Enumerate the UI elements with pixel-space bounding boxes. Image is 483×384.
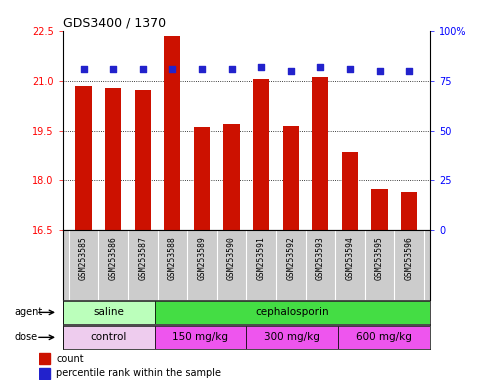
Text: GSM253595: GSM253595 bbox=[375, 236, 384, 280]
Text: GSM253593: GSM253593 bbox=[316, 236, 325, 280]
Text: GSM253589: GSM253589 bbox=[198, 236, 206, 280]
Point bbox=[287, 68, 295, 74]
FancyBboxPatch shape bbox=[246, 326, 338, 349]
Text: GSM253585: GSM253585 bbox=[79, 236, 88, 280]
Bar bbox=[164, 36, 181, 230]
Point bbox=[257, 64, 265, 70]
Bar bbox=[371, 189, 388, 230]
FancyBboxPatch shape bbox=[155, 301, 430, 324]
Text: GSM253588: GSM253588 bbox=[168, 236, 177, 280]
FancyBboxPatch shape bbox=[155, 326, 246, 349]
Point bbox=[169, 66, 176, 72]
Bar bbox=[39, 353, 50, 364]
Text: 150 mg/kg: 150 mg/kg bbox=[172, 332, 228, 343]
Point bbox=[376, 68, 384, 74]
Bar bbox=[283, 126, 299, 230]
Bar bbox=[39, 368, 50, 379]
Text: GSM253594: GSM253594 bbox=[345, 236, 355, 280]
FancyBboxPatch shape bbox=[63, 301, 155, 324]
Bar bbox=[194, 127, 210, 230]
Text: percentile rank within the sample: percentile rank within the sample bbox=[56, 368, 221, 378]
Bar bbox=[253, 79, 270, 230]
FancyBboxPatch shape bbox=[338, 326, 430, 349]
Text: dose: dose bbox=[14, 332, 38, 343]
Bar bbox=[342, 152, 358, 230]
Text: GDS3400 / 1370: GDS3400 / 1370 bbox=[63, 17, 166, 30]
Point bbox=[316, 64, 324, 70]
Text: cephalosporin: cephalosporin bbox=[256, 307, 329, 318]
Text: 300 mg/kg: 300 mg/kg bbox=[264, 332, 320, 343]
Text: GSM253592: GSM253592 bbox=[286, 236, 295, 280]
Point bbox=[80, 66, 87, 72]
FancyBboxPatch shape bbox=[63, 326, 155, 349]
Bar bbox=[312, 77, 328, 230]
Text: count: count bbox=[56, 354, 84, 364]
Point bbox=[227, 66, 235, 72]
Bar bbox=[401, 192, 417, 230]
Text: GSM253596: GSM253596 bbox=[405, 236, 413, 280]
Bar bbox=[105, 88, 121, 230]
Text: GSM253591: GSM253591 bbox=[256, 236, 266, 280]
Text: GSM253586: GSM253586 bbox=[109, 236, 118, 280]
Text: GSM253590: GSM253590 bbox=[227, 236, 236, 280]
Bar bbox=[75, 86, 92, 230]
Point bbox=[346, 66, 354, 72]
Text: 600 mg/kg: 600 mg/kg bbox=[356, 332, 412, 343]
Bar bbox=[135, 89, 151, 230]
Point bbox=[198, 66, 206, 72]
Text: saline: saline bbox=[93, 307, 124, 318]
Point bbox=[405, 68, 413, 74]
Point bbox=[139, 66, 146, 72]
Text: GSM253587: GSM253587 bbox=[138, 236, 147, 280]
Text: control: control bbox=[90, 332, 127, 343]
Text: agent: agent bbox=[14, 307, 43, 318]
Bar bbox=[223, 124, 240, 230]
Point bbox=[109, 66, 117, 72]
